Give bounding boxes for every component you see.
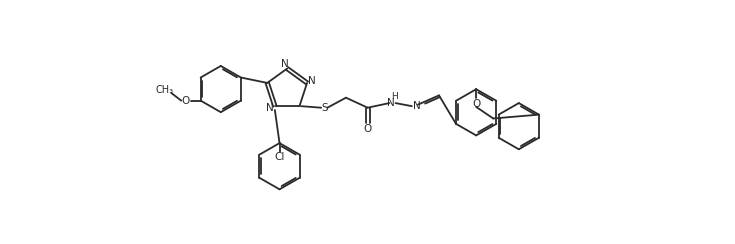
Text: N: N <box>308 76 315 86</box>
Text: N: N <box>413 101 421 111</box>
Text: S: S <box>321 103 328 113</box>
Text: O: O <box>182 96 190 106</box>
Text: CH₃: CH₃ <box>155 85 173 95</box>
Text: N: N <box>281 59 289 69</box>
Text: O: O <box>472 99 480 109</box>
Text: H: H <box>390 92 398 101</box>
Text: O: O <box>364 124 372 134</box>
Text: N: N <box>266 103 274 113</box>
Text: Cl: Cl <box>274 152 284 162</box>
Text: N: N <box>387 98 395 108</box>
